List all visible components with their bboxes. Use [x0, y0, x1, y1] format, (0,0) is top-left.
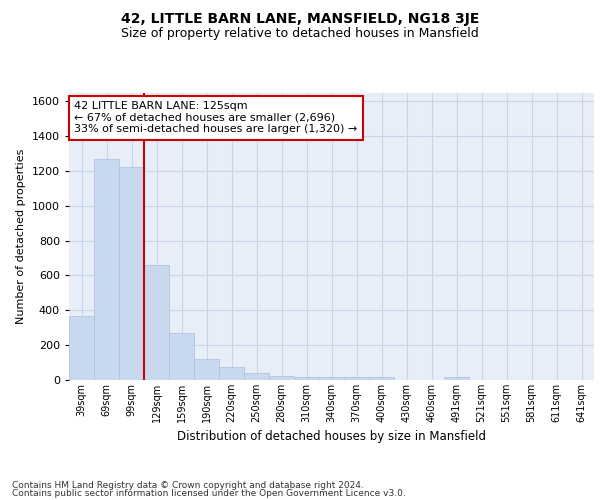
Bar — [244, 373, 269, 380]
Text: 42, LITTLE BARN LANE, MANSFIELD, NG18 3JE: 42, LITTLE BARN LANE, MANSFIELD, NG18 3J… — [121, 12, 479, 26]
Text: 42 LITTLE BARN LANE: 125sqm
← 67% of detached houses are smaller (2,696)
33% of : 42 LITTLE BARN LANE: 125sqm ← 67% of det… — [74, 101, 358, 134]
Bar — [194, 359, 219, 380]
Bar — [319, 378, 344, 380]
Bar — [294, 376, 319, 380]
Bar — [369, 378, 394, 380]
X-axis label: Distribution of detached houses by size in Mansfield: Distribution of detached houses by size … — [177, 430, 486, 444]
Text: Contains public sector information licensed under the Open Government Licence v3: Contains public sector information licen… — [12, 488, 406, 498]
Text: Contains HM Land Registry data © Crown copyright and database right 2024.: Contains HM Land Registry data © Crown c… — [12, 481, 364, 490]
Bar — [444, 376, 469, 380]
Y-axis label: Number of detached properties: Number of detached properties — [16, 148, 26, 324]
Bar — [219, 367, 244, 380]
Bar — [169, 333, 194, 380]
Bar — [269, 376, 294, 380]
Bar — [344, 378, 369, 380]
Bar — [144, 265, 169, 380]
Text: Size of property relative to detached houses in Mansfield: Size of property relative to detached ho… — [121, 28, 479, 40]
Bar — [69, 316, 94, 380]
Bar — [94, 158, 119, 380]
Bar — [119, 168, 144, 380]
